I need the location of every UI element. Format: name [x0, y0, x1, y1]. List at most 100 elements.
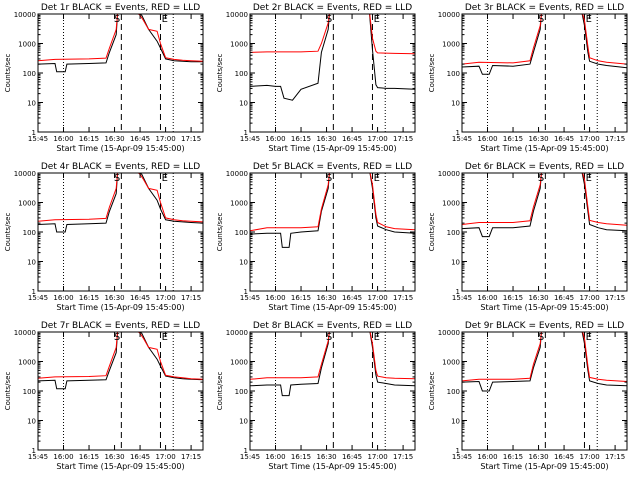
x-tick-label: 17:15	[393, 294, 413, 302]
chart-panel: Det 1r BLACK = Events, RED = LLD Counts/s…	[4, 3, 204, 153]
x-tick-label: 16:30	[316, 294, 336, 302]
events-series-line	[250, 332, 415, 397]
events-series-line	[462, 332, 627, 392]
y-tick-label: 1000	[230, 41, 248, 49]
x-tick-label: 16:30	[104, 453, 124, 461]
x-tick-label: 16:30	[316, 453, 336, 461]
start-marker: S	[538, 14, 544, 25]
x-tick-label: 15:45	[240, 294, 260, 302]
events-series-line	[250, 14, 415, 101]
lld-series-line	[250, 332, 415, 380]
x-tick-label: 16:15	[503, 453, 523, 461]
end-marker: E	[162, 14, 168, 25]
x-tick-label: 15:45	[240, 453, 260, 461]
start-marker: S	[114, 173, 120, 184]
y-tick-label: 10000	[438, 170, 460, 178]
chart-panel: Det 6r BLACK = Events, RED = LLD Counts/s…	[428, 162, 628, 312]
plot-frame	[37, 331, 204, 451]
x-tick-label: 16:45	[554, 453, 574, 461]
chart-title: Det 9r BLACK = Events, RED = LLD	[465, 321, 624, 331]
y-tick-label: 100	[447, 229, 460, 237]
x-tick-label: 15:45	[452, 294, 472, 302]
lld-series-line	[38, 14, 203, 62]
start-marker: S	[538, 332, 544, 343]
x-tick-label: 17:00	[579, 294, 599, 302]
plot-frame	[461, 13, 628, 133]
x-tick-label: 15:45	[28, 135, 48, 143]
x-tick-label: 17:15	[393, 453, 413, 461]
start-marker: S	[114, 14, 120, 25]
x-tick-label: 16:45	[554, 135, 574, 143]
x-tick-label: 16:15	[291, 453, 311, 461]
chart-panel: Det 4r BLACK = Events, RED = LLD Counts/s…	[4, 162, 204, 312]
y-tick-label: 10000	[14, 11, 36, 19]
x-axis-label: Start Time (15-Apr-09 15:45:00)	[480, 462, 608, 471]
chart-title: Det 3r BLACK = Events, RED = LLD	[465, 3, 624, 13]
y-tick-label: 1	[456, 129, 460, 137]
x-axis-label: Start Time (15-Apr-09 15:45:00)	[56, 462, 184, 471]
y-tick-label: 100	[23, 70, 36, 78]
y-axis-label: Counts/sec	[216, 213, 224, 252]
x-axis-label: Start Time (15-Apr-09 15:45:00)	[268, 462, 396, 471]
y-tick-label: 10000	[438, 11, 460, 19]
lld-series-line	[38, 173, 203, 223]
x-tick-label: 16:00	[53, 135, 73, 143]
x-tick-label: 16:30	[104, 135, 124, 143]
events-series-line	[250, 173, 415, 248]
x-tick-label: 16:15	[503, 294, 523, 302]
end-marker: E	[374, 14, 380, 25]
chart-panel: Det 5r BLACK = Events, RED = LLD Counts/s…	[216, 162, 416, 312]
y-tick-label: 1	[244, 288, 248, 296]
y-tick-label: 1	[32, 129, 36, 137]
y-axis-label: Counts/sec	[428, 372, 436, 411]
start-marker: S	[326, 173, 332, 184]
chart-title: Det 6r BLACK = Events, RED = LLD	[465, 162, 624, 172]
y-tick-label: 10	[27, 100, 36, 108]
plot-frame	[249, 172, 416, 292]
x-tick-label: 17:00	[155, 294, 175, 302]
end-marker: E	[374, 173, 380, 184]
chart-title: Det 2r BLACK = Events, RED = LLD	[253, 3, 412, 13]
x-tick-label: 16:15	[79, 135, 99, 143]
x-tick-label: 17:15	[605, 294, 625, 302]
events-series-line	[38, 14, 203, 73]
x-tick-label: 16:15	[79, 294, 99, 302]
x-axis-label: Start Time (15-Apr-09 15:45:00)	[480, 144, 608, 153]
y-tick-label: 10	[451, 418, 460, 426]
y-tick-label: 1000	[442, 41, 460, 49]
x-tick-label: 16:45	[342, 294, 362, 302]
y-axis-label: Counts/sec	[428, 54, 436, 93]
x-tick-label: 15:45	[28, 294, 48, 302]
y-tick-label: 10	[27, 259, 36, 267]
chart-title: Det 8r BLACK = Events, RED = LLD	[253, 321, 412, 331]
x-tick-label: 17:15	[181, 453, 201, 461]
y-axis-label: Counts/sec	[4, 372, 12, 411]
x-tick-label: 17:15	[393, 135, 413, 143]
events-series-line	[462, 173, 627, 238]
chart-panel: Det 9r BLACK = Events, RED = LLD Counts/s…	[428, 321, 628, 471]
x-tick-label: 16:15	[291, 294, 311, 302]
y-tick-label: 1	[244, 129, 248, 137]
y-tick-label: 1	[32, 288, 36, 296]
x-tick-label: 16:15	[503, 135, 523, 143]
events-series-line	[38, 173, 203, 233]
x-tick-label: 17:00	[579, 135, 599, 143]
y-tick-label: 100	[23, 229, 36, 237]
start-marker: S	[114, 332, 120, 343]
x-tick-label: 17:15	[605, 453, 625, 461]
x-tick-label: 16:30	[528, 135, 548, 143]
start-marker: S	[326, 332, 332, 343]
chart-panel: Det 7r BLACK = Events, RED = LLD Counts/s…	[4, 321, 204, 471]
y-tick-label: 1000	[18, 200, 36, 208]
x-axis-label: Start Time (15-Apr-09 15:45:00)	[268, 303, 396, 312]
chart-title: Det 1r BLACK = Events, RED = LLD	[41, 3, 200, 13]
lld-series-line	[462, 173, 627, 226]
x-axis-label: Start Time (15-Apr-09 15:45:00)	[480, 303, 608, 312]
x-tick-label: 16:00	[477, 294, 497, 302]
y-tick-label: 1	[244, 447, 248, 455]
plot-frame	[37, 13, 204, 133]
y-tick-label: 10000	[14, 170, 36, 178]
x-axis-label: Start Time (15-Apr-09 15:45:00)	[268, 144, 396, 153]
y-tick-label: 10	[27, 418, 36, 426]
x-tick-label: 16:00	[53, 294, 73, 302]
